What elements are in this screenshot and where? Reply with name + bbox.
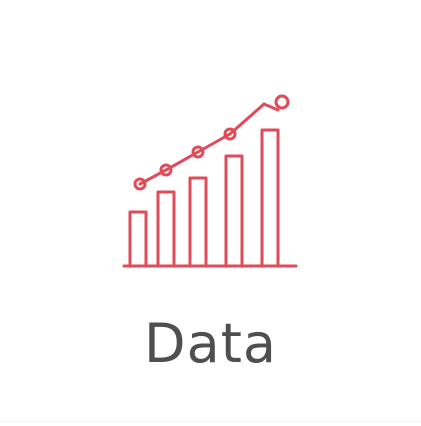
bar-chart-line-icon [118, 88, 302, 272]
card-label: Data [144, 312, 277, 375]
divider [0, 421, 421, 422]
